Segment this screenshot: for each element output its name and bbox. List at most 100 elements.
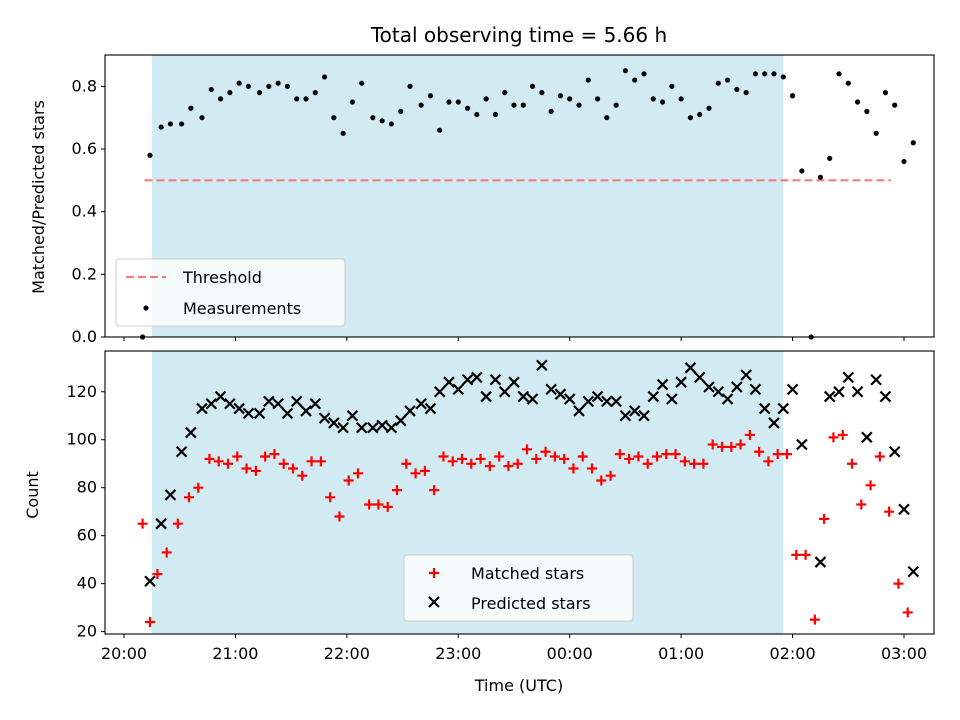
matched-star-point (325, 492, 336, 503)
predicted-star-point (233, 402, 245, 415)
matched-star-point (373, 499, 384, 510)
bottom-legend-box (403, 554, 634, 622)
matched-star-point (809, 614, 820, 625)
measurement-point (762, 71, 768, 77)
predicted-star-point (684, 362, 697, 374)
measurement-point (331, 115, 337, 121)
matched-star-point (642, 458, 653, 469)
measurement-point (208, 86, 214, 93)
predicted-star-point (309, 397, 322, 410)
measurement-point (734, 86, 740, 93)
predicted-star-point (656, 378, 669, 391)
legend-matched-swatch (429, 568, 439, 578)
matched-star-point (503, 461, 514, 472)
matched-star-point (902, 607, 913, 618)
measurement-point (567, 96, 573, 102)
top-y-tick-label: 0.0 (72, 327, 97, 346)
matched-star-point (401, 458, 412, 469)
matched-star-point (457, 453, 467, 464)
bottom-axes-frame (104, 350, 935, 635)
predicted-star-point (205, 397, 218, 410)
chart-title: Total observing time = 5.66 h (370, 23, 667, 47)
matched-star-point (223, 458, 233, 469)
predicted-star-point (870, 374, 882, 386)
matched-star-point (297, 470, 308, 481)
measurement-point (799, 168, 805, 174)
predicted-star-point (272, 397, 284, 410)
matched-star-point (315, 456, 326, 467)
measurement-point (520, 102, 526, 108)
count-panel: Count Time (UTC) (23, 471, 563, 695)
predicted-star-point (573, 405, 585, 417)
bottom-y-axis-title: Count (23, 471, 42, 519)
predicted-star-point (471, 371, 483, 384)
matched-star-point (689, 458, 700, 469)
predicted-star-point (545, 383, 557, 396)
predicted-star-point (385, 421, 398, 434)
x-axis-title: Time (UTC) (474, 676, 563, 695)
measurement-point (303, 96, 309, 102)
matched-star-point (137, 518, 148, 529)
predicted-star-point (242, 407, 255, 420)
predicted-star-point (424, 402, 437, 415)
measurement-point (641, 71, 647, 77)
measurement-point (715, 80, 721, 86)
predicted-star-point (796, 438, 808, 451)
predicted-star-point (480, 390, 492, 403)
measurement-point (613, 102, 619, 108)
measurement-point (464, 105, 471, 111)
matched-star-point (353, 468, 363, 479)
matched-star-point (269, 449, 280, 460)
predicted-star-point (768, 417, 780, 429)
predicted-star-point (675, 376, 687, 388)
predicted-star-point (290, 395, 303, 408)
predicted-star-point (175, 445, 188, 458)
matched-star-point (587, 463, 597, 474)
measurement-point (284, 83, 291, 89)
measurement-point (576, 102, 582, 108)
bottom-x-tick-label: 22:00 (324, 644, 370, 663)
measurement-point (854, 99, 861, 105)
predicted-star-point (907, 565, 920, 578)
matched-star-point (847, 458, 857, 469)
matched-star-point (735, 439, 746, 450)
matched-star-point (466, 458, 477, 469)
measurement-point (901, 158, 907, 165)
matched-star-point (232, 451, 243, 462)
predicted-star-point (563, 393, 576, 405)
predicted-star-point (452, 383, 465, 396)
measurement-point (789, 93, 796, 99)
predicted-star-point (740, 369, 752, 381)
measurement-point (845, 80, 851, 86)
measurement-point (697, 111, 703, 118)
measurement-point (882, 90, 889, 96)
predicted-star-point (647, 390, 660, 403)
matched-star-point (661, 449, 672, 460)
matched-star-point (438, 451, 449, 462)
measurement-point (321, 74, 328, 80)
matched-star-point (744, 429, 755, 440)
matched-star-point (884, 506, 895, 517)
bottom-y-tick-label: 80 (77, 478, 97, 497)
matched-star-point (172, 518, 183, 529)
matched-star-point (624, 453, 635, 464)
predicted-star-point (879, 390, 892, 403)
top-y-tick-label: 0.2 (72, 264, 97, 283)
matched-star-point (698, 458, 709, 469)
matched-star-point (837, 429, 848, 440)
bottom-x-tick-label: 02:00 (770, 644, 816, 663)
matched-star-point (278, 458, 289, 469)
predicted-star-point (582, 395, 595, 408)
predicted-star-point (786, 383, 799, 396)
matched-star-point (614, 449, 625, 460)
bottom-y-tick-label: 40 (77, 574, 97, 593)
matched-star-point (819, 513, 830, 524)
matched-star-point (447, 456, 458, 467)
measurement-point (836, 71, 842, 77)
predicted-star-point (155, 517, 167, 530)
matched-star-point (865, 480, 876, 491)
predicted-star-point (185, 426, 197, 439)
matched-star-point (306, 456, 317, 467)
top-legend: Threshold Measurements (115, 258, 346, 327)
predicted-star-point (164, 489, 177, 501)
